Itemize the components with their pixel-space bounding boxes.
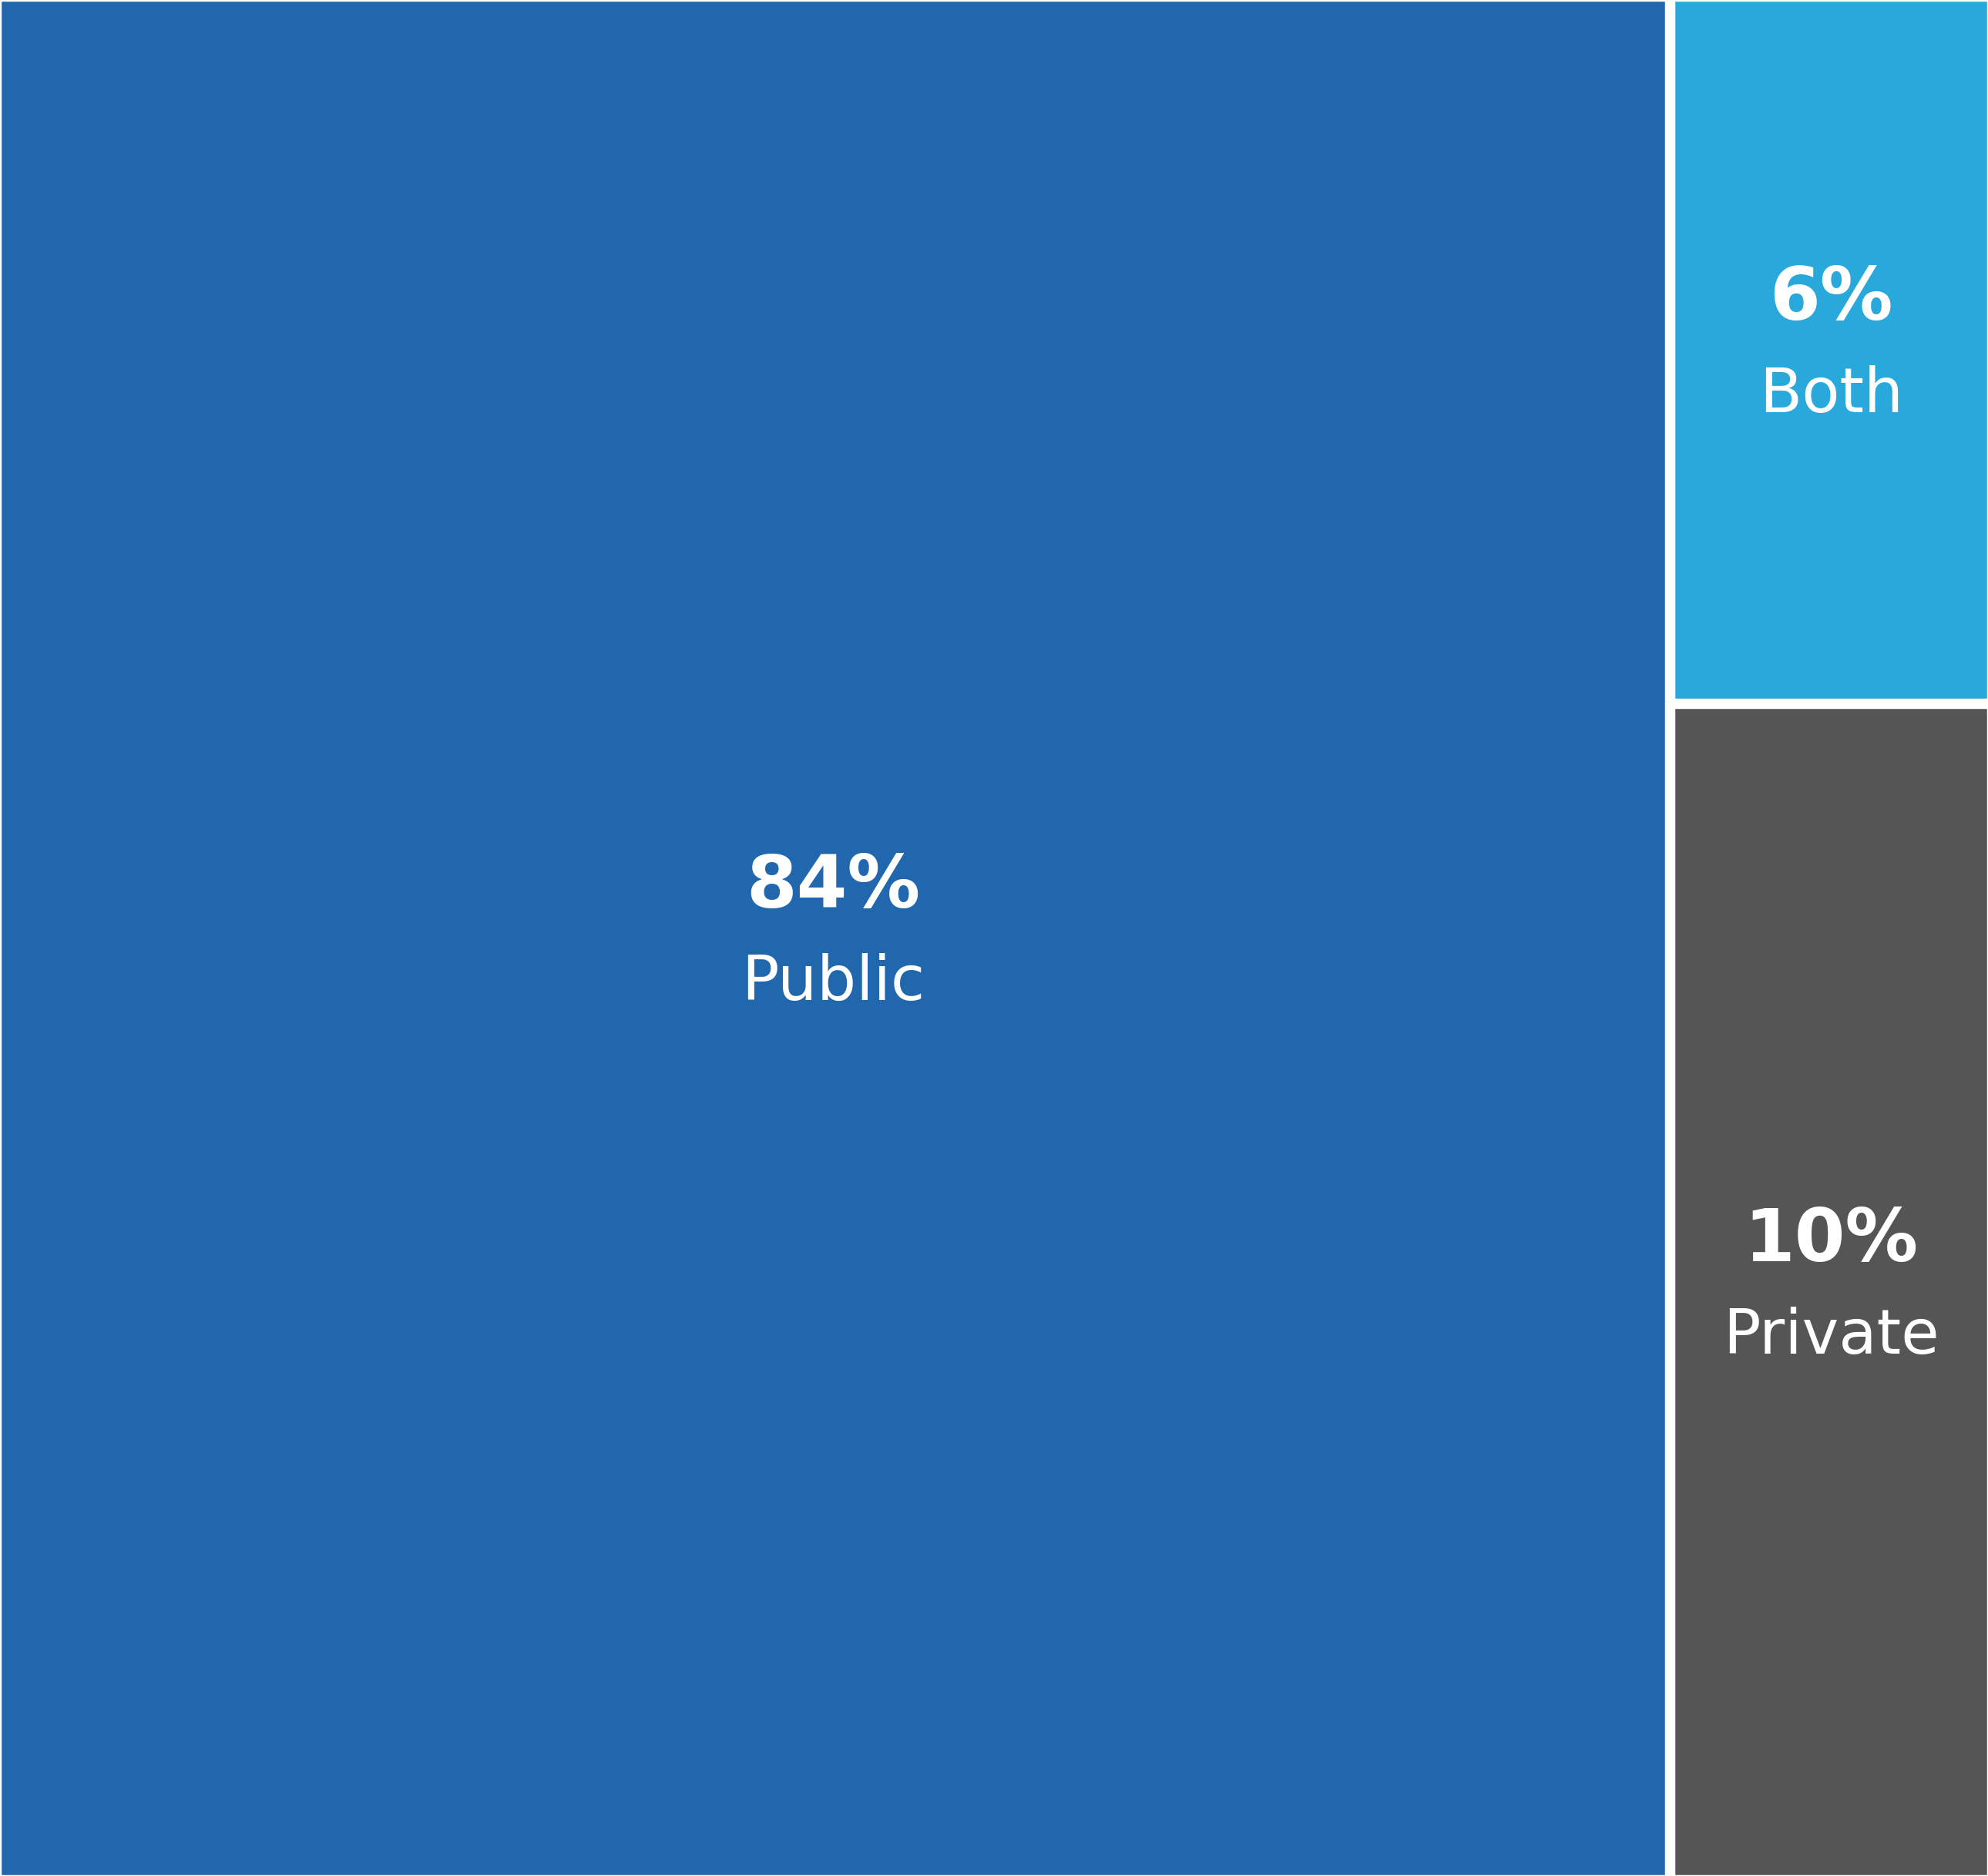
Bar: [0, 0, 1666, 1876]
Text: Public: Public: [742, 953, 924, 1013]
Text: 10%: 10%: [1743, 1206, 1918, 1278]
Text: 6%: 6%: [1769, 265, 1893, 334]
Text: Private: Private: [1724, 1306, 1938, 1368]
Text: 84%: 84%: [746, 852, 920, 923]
Text: Both: Both: [1759, 364, 1903, 426]
Bar: [1674, 707, 1988, 1876]
Bar: [1674, 0, 1988, 700]
